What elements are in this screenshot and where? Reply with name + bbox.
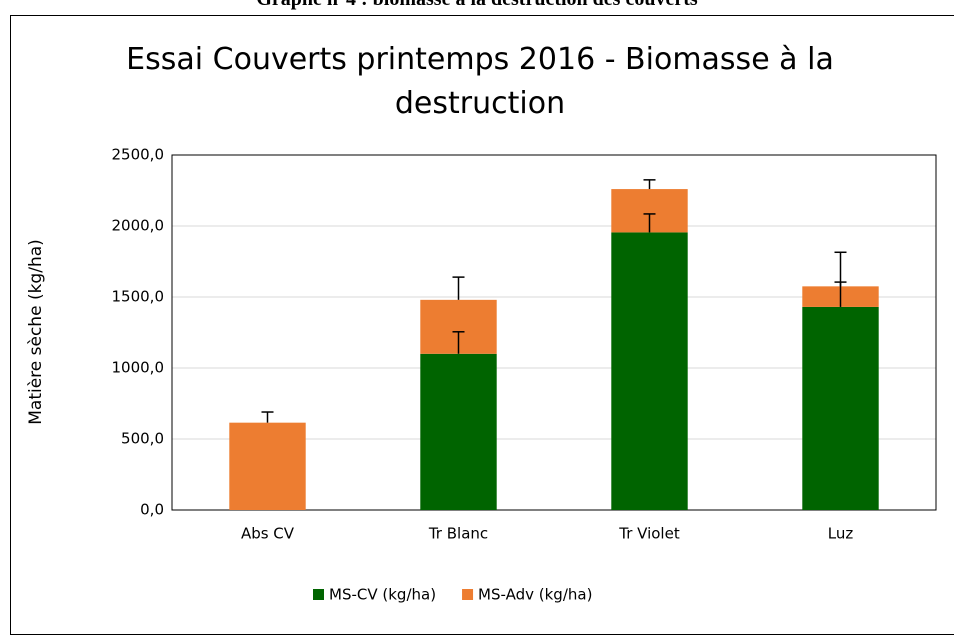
chart-title: Essai Couverts printemps 2016 - Biomasse…: [126, 42, 834, 121]
bar-segment: [420, 353, 497, 510]
x-tick-label: Tr Blanc: [428, 525, 488, 543]
error-bar: [643, 179, 656, 190]
y-tick-label: 1000,0: [112, 359, 165, 377]
y-tick-label: 500,0: [121, 430, 164, 448]
y-tick-label: 0,0: [140, 501, 164, 519]
x-tick-label: Abs CV: [241, 525, 295, 543]
error-bar: [452, 331, 465, 354]
error-bar: [643, 213, 656, 233]
bar-segment: [611, 232, 688, 510]
x-tick-label: Tr Violet: [618, 525, 680, 543]
header: Graphe n°4 : biomasse à la destruction d…: [0, 0, 954, 11]
y-tick-label: 1500,0: [112, 288, 165, 306]
error-bar: [261, 411, 274, 423]
y-axis-label: Matière sèche (kg/ha): [26, 239, 46, 425]
plot-border: [171, 154, 937, 511]
y-tick-label: 2500,0: [112, 146, 165, 164]
legend-label: MS-Adv (kg/ha): [478, 586, 592, 604]
y-tick-label: 2000,0: [112, 217, 165, 235]
error-bar: [452, 276, 465, 300]
bar-segment: [229, 422, 306, 510]
legend-label: MS-CV (kg/ha): [329, 586, 436, 604]
bar-segment: [802, 306, 879, 510]
legend-swatch: [313, 589, 324, 600]
x-tick-label: Luz: [828, 525, 854, 543]
error-bar: [834, 251, 847, 287]
legend-swatch: [462, 589, 474, 600]
